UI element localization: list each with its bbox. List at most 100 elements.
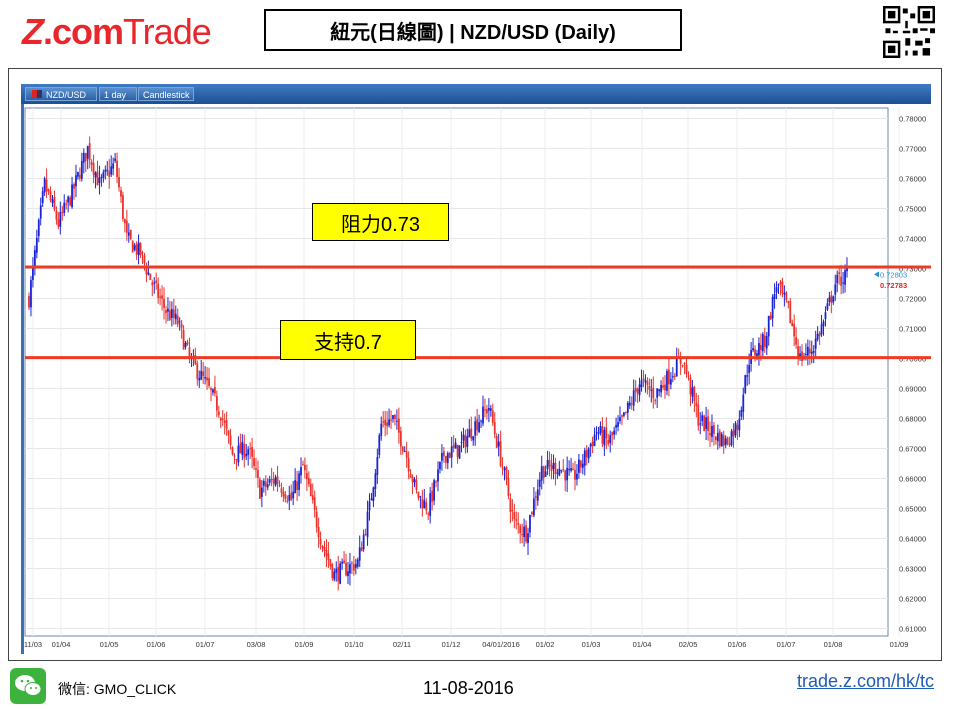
candle-body — [493, 422, 496, 435]
candle-body — [814, 338, 817, 349]
candle-body — [255, 468, 257, 470]
candle-body — [577, 459, 580, 473]
candle-body — [759, 345, 762, 351]
x-tick-label: 01/04 — [633, 640, 652, 649]
candle-body — [486, 409, 488, 414]
tab-chart-style[interactable]: Candlestick — [138, 87, 194, 101]
candle-body — [155, 280, 158, 283]
candle-body — [407, 458, 410, 472]
candle-body — [90, 161, 93, 165]
candle-body — [756, 353, 758, 358]
candle-body — [125, 220, 128, 233]
candle-body — [59, 211, 62, 227]
candle-body — [834, 284, 837, 295]
candle-body — [556, 472, 559, 474]
candle-body — [730, 431, 733, 446]
tab-symbol[interactable]: NZD/USD — [25, 87, 97, 101]
candle-body — [830, 295, 833, 303]
candle-body — [671, 376, 674, 378]
candle-body — [787, 300, 790, 303]
candle-body — [832, 296, 835, 303]
candle-body — [370, 498, 373, 501]
candle-body — [505, 467, 508, 480]
candle-body — [536, 489, 539, 501]
candle-body — [229, 435, 232, 445]
candle-body — [294, 480, 297, 494]
candle-body — [613, 430, 616, 435]
candle-body — [650, 389, 653, 391]
candle-body — [239, 443, 242, 454]
candle-body — [795, 337, 798, 345]
candle-body — [538, 479, 541, 487]
candle-body — [259, 479, 261, 499]
candle-body — [243, 443, 246, 459]
candle-body — [734, 423, 737, 436]
candle-body — [609, 435, 612, 444]
candle-body — [742, 394, 745, 412]
candle-body — [141, 252, 144, 254]
candle-body — [325, 549, 328, 556]
candle-body — [495, 436, 498, 448]
candle-body — [785, 292, 788, 301]
candle-body — [840, 276, 843, 286]
candle-body — [640, 380, 643, 387]
candle-body — [570, 468, 572, 471]
candle-body — [820, 324, 823, 335]
candle-body — [153, 282, 156, 284]
candle-body — [744, 375, 747, 394]
candle-body — [822, 321, 825, 326]
candle-body — [202, 371, 205, 377]
candle-body — [767, 315, 770, 337]
candle-body — [425, 502, 428, 511]
candle-body — [513, 512, 516, 520]
candle-body — [714, 436, 717, 441]
tab-interval[interactable]: 1 day — [99, 87, 137, 101]
site-link[interactable]: trade.z.com/hk/tc — [797, 671, 935, 691]
y-tick-label: 0.78000 — [899, 115, 926, 124]
candle-body — [444, 455, 447, 463]
candle-body — [337, 566, 340, 582]
candle-body — [122, 195, 124, 219]
candle-body — [437, 469, 439, 482]
candle-body — [304, 464, 306, 471]
x-tick-label: 01/12 — [442, 640, 461, 649]
candle-body — [607, 439, 610, 444]
candle-body — [560, 470, 563, 472]
candle-body — [260, 487, 263, 497]
x-tick-label: 11/03 — [24, 640, 42, 649]
candle-body — [323, 546, 326, 551]
candle-body — [69, 197, 71, 206]
candle-body — [728, 443, 731, 445]
candle-body — [364, 533, 367, 535]
candle-body — [302, 464, 304, 466]
candle-body — [237, 445, 240, 463]
candle-body — [78, 174, 81, 179]
candle-body — [626, 402, 629, 413]
candle-body — [305, 473, 308, 480]
candle-body — [84, 152, 87, 161]
candle-body — [441, 452, 443, 461]
candle-body — [376, 457, 379, 475]
candle-body — [112, 163, 115, 169]
candle-body — [39, 205, 42, 219]
candle-body — [846, 268, 848, 272]
resistance-note: 阻力0.73 — [312, 203, 449, 241]
candle-body — [147, 272, 150, 275]
candle-body — [200, 370, 203, 380]
candle-body — [32, 265, 34, 280]
candle-body — [347, 571, 349, 577]
x-tick-label: 01/02 — [536, 640, 555, 649]
candle-body — [581, 463, 584, 468]
candle-body — [65, 203, 68, 205]
candle-body — [548, 459, 551, 467]
candle-body — [452, 445, 455, 448]
candle-body — [617, 422, 619, 427]
x-tick-label: 01/06 — [728, 640, 747, 649]
candle-body — [309, 483, 312, 497]
candle-body — [49, 191, 52, 201]
candle-body — [327, 553, 330, 561]
candle-body — [482, 406, 484, 424]
candle-body — [699, 423, 702, 425]
candle-body — [675, 358, 678, 377]
candle-body — [163, 298, 165, 308]
